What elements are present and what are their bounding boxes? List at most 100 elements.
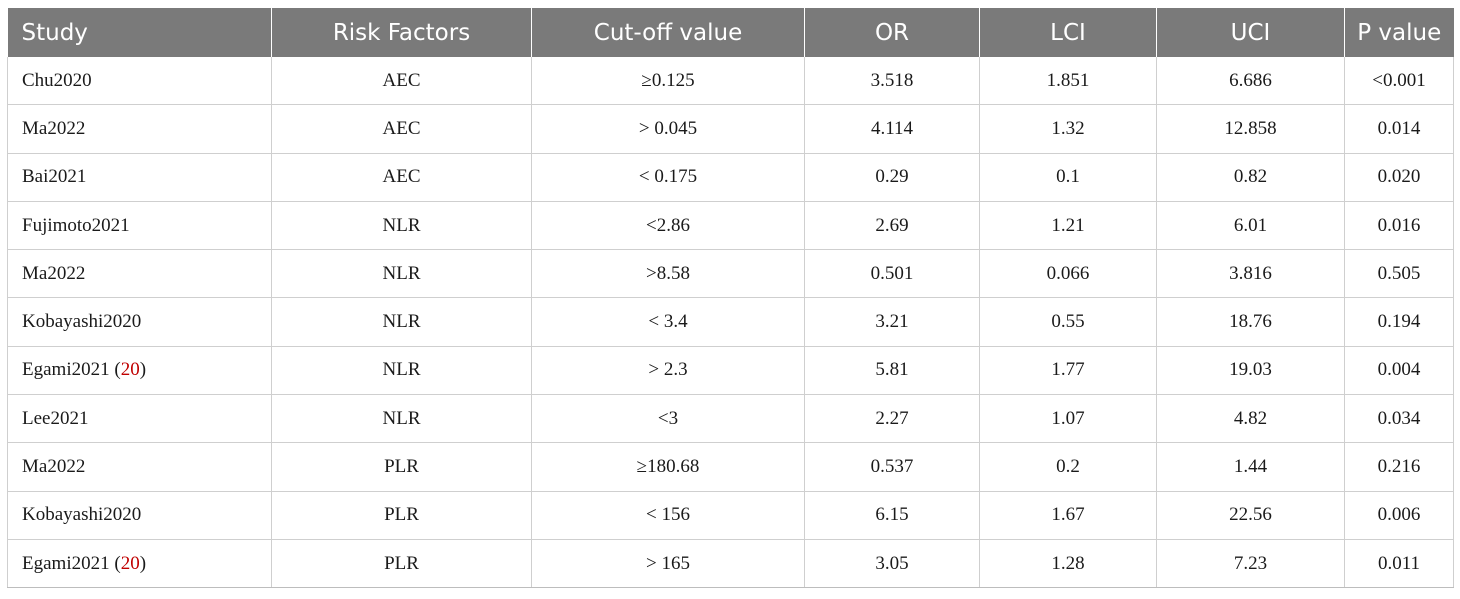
cell-or: 3.21 (804, 297, 980, 347)
study-name: Ma2022 (22, 117, 86, 139)
cell-risk-factor: NLR (271, 346, 532, 396)
cell-lci: 1.851 (979, 57, 1157, 106)
cell-study: Chu2020 (7, 57, 272, 106)
cell-uci: 0.82 (1156, 153, 1345, 202)
cell-uci: 7.23 (1156, 539, 1345, 589)
cell-risk-factor: NLR (271, 297, 532, 347)
cell-cutoff-value: < 3.4 (531, 297, 805, 347)
cell-uci: 19.03 (1156, 346, 1345, 396)
table-row: Bai2021 AEC < 0.175 0.29 0.1 0.82 0.020 (7, 153, 1454, 202)
reference-link[interactable]: 20 (120, 552, 140, 574)
table-body: Chu2020 AEC ≥0.125 3.518 1.851 6.686 <0.001 Ma2… (7, 57, 1454, 589)
table-row: Ma2022 AEC > 0.045 4.114 1.32 12.858 0.014 (7, 104, 1454, 154)
cell-lci: 1.07 (979, 394, 1157, 444)
cell-study: Ma2022 (7, 442, 272, 492)
column-header-or: OR (804, 8, 980, 57)
table-header: Study Risk Factors Cut-off value OR LCI … (7, 8, 1454, 57)
cell-uci: 18.76 (1156, 297, 1345, 347)
cell-lci: 0.2 (979, 442, 1157, 492)
cell-risk-factor: NLR (271, 201, 532, 251)
cell-cutoff-value: <2.86 (531, 201, 805, 251)
column-header-risk-factors: Risk Factors (271, 8, 532, 57)
reference-link[interactable]: 20 (120, 359, 140, 381)
cell-study: Egami2021 (20) (7, 346, 272, 396)
cell-lci: 0.55 (979, 297, 1157, 347)
cell-risk-factor: PLR (271, 442, 532, 492)
cell-cutoff-value: > 2.3 (531, 346, 805, 396)
cell-risk-factor: PLR (271, 539, 532, 589)
study-name: Kobayashi2020 (22, 311, 142, 333)
cell-cutoff-value: < 0.175 (531, 153, 805, 202)
cell-study: Ma2022 (7, 104, 272, 154)
cell-p-value: 0.006 (1344, 491, 1454, 540)
cell-or: 5.81 (804, 346, 980, 396)
cell-study: Egami2021 (20) (7, 539, 272, 589)
cell-uci: 6.686 (1156, 57, 1345, 106)
cell-cutoff-value: < 156 (531, 491, 805, 540)
cell-uci: 4.82 (1156, 394, 1345, 444)
cell-or: 0.29 (804, 153, 980, 202)
cell-study: Bai2021 (7, 153, 272, 202)
cell-cutoff-value: >8.58 (531, 249, 805, 299)
study-name: Bai2021 (22, 166, 87, 188)
cell-risk-factor: AEC (271, 104, 532, 154)
table-row: Egami2021 (20) NLR > 2.3 5.81 1.77 19.03 0.004 (7, 346, 1454, 396)
cell-p-value: 0.011 (1344, 539, 1454, 589)
cell-p-value: 0.505 (1344, 249, 1454, 299)
cell-lci: 0.1 (979, 153, 1157, 202)
cell-cutoff-value: <3 (531, 394, 805, 444)
cell-or: 4.114 (804, 104, 980, 154)
cell-or: 6.15 (804, 491, 980, 540)
table-row: Kobayashi2020 NLR < 3.4 3.21 0.55 18.76 0.194 (7, 297, 1454, 347)
cell-study: Kobayashi2020 (7, 491, 272, 540)
column-header-lci: LCI (979, 8, 1157, 57)
cell-or: 3.05 (804, 539, 980, 589)
cell-p-value: 0.020 (1344, 153, 1454, 202)
cell-p-value: 0.216 (1344, 442, 1454, 492)
study-name: Lee2021 (22, 407, 89, 429)
table-row: Chu2020 AEC ≥0.125 3.518 1.851 6.686 <0.001 (7, 57, 1454, 106)
study-name: Chu2020 (22, 69, 92, 91)
cell-study: Kobayashi2020 (7, 297, 272, 347)
header-row: Study Risk Factors Cut-off value OR LCI … (7, 8, 1454, 57)
cell-or: 2.69 (804, 201, 980, 251)
cell-uci: 22.56 (1156, 491, 1345, 540)
cell-cutoff-value: > 0.045 (531, 104, 805, 154)
cell-uci: 1.44 (1156, 442, 1345, 492)
cell-p-value: 0.016 (1344, 201, 1454, 251)
table-row: Kobayashi2020 PLR < 156 6.15 1.67 22.56 0.006 (7, 491, 1454, 540)
cell-lci: 1.28 (979, 539, 1157, 589)
cell-risk-factor: NLR (271, 394, 532, 444)
table-row: Ma2022 PLR ≥180.68 0.537 0.2 1.44 0.216 (7, 442, 1454, 492)
reference-paren: ) (139, 359, 147, 381)
cell-or: 2.27 (804, 394, 980, 444)
risk-factor-table-container: Study Risk Factors Cut-off value OR LCI … (7, 8, 1454, 589)
cell-risk-factor: NLR (271, 249, 532, 299)
risk-factor-table: Study Risk Factors Cut-off value OR LCI … (7, 8, 1454, 589)
cell-p-value: 0.034 (1344, 394, 1454, 444)
cell-lci: 1.77 (979, 346, 1157, 396)
cell-lci: 1.21 (979, 201, 1157, 251)
cell-uci: 6.01 (1156, 201, 1345, 251)
cell-lci: 1.32 (979, 104, 1157, 154)
study-name: Fujimoto2021 (22, 214, 130, 236)
cell-study: Ma2022 (7, 249, 272, 299)
cell-study: Lee2021 (7, 394, 272, 444)
cell-p-value: 0.194 (1344, 297, 1454, 347)
cell-or: 0.501 (804, 249, 980, 299)
cell-risk-factor: AEC (271, 57, 532, 106)
cell-lci: 1.67 (979, 491, 1157, 540)
column-header-uci: UCI (1156, 8, 1345, 57)
study-name: Ma2022 (22, 262, 86, 284)
reference-paren: ) (139, 552, 147, 574)
cell-study: Fujimoto2021 (7, 201, 272, 251)
study-name: Kobayashi2020 (22, 504, 142, 526)
study-name: Egami2021 ( (22, 359, 121, 381)
column-header-study: Study (7, 8, 272, 57)
cell-p-value: <0.001 (1344, 57, 1454, 106)
table-row: Lee2021 NLR <3 2.27 1.07 4.82 0.034 (7, 394, 1454, 444)
cell-cutoff-value: ≥0.125 (531, 57, 805, 106)
cell-p-value: 0.004 (1344, 346, 1454, 396)
cell-cutoff-value: ≥180.68 (531, 442, 805, 492)
table-row: Fujimoto2021 NLR <2.86 2.69 1.21 6.01 0.016 (7, 201, 1454, 251)
